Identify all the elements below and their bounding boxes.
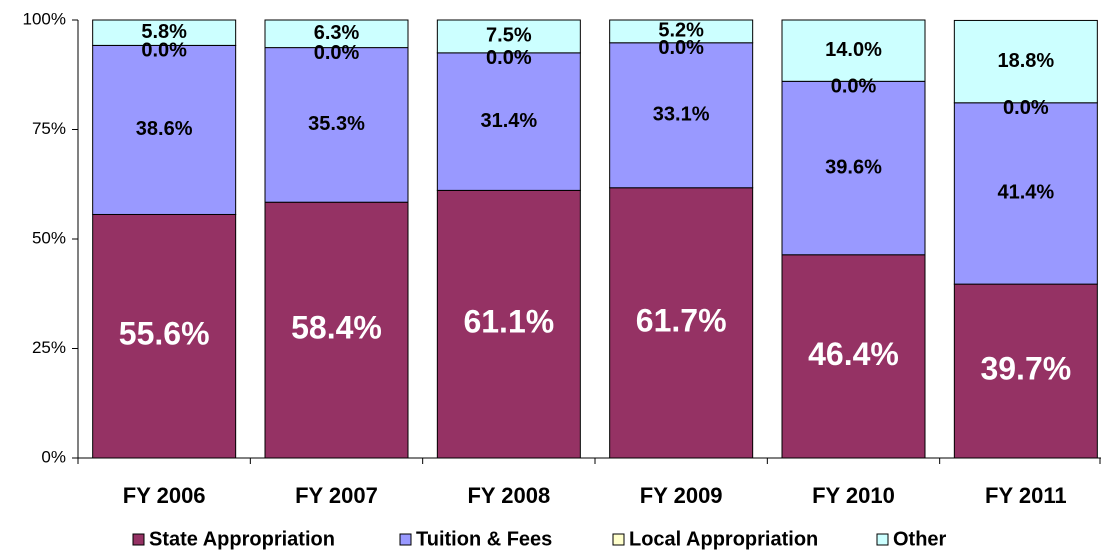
value-label: 0.0% bbox=[314, 42, 360, 64]
bar-segment bbox=[92, 213, 237, 459]
y-tick-label: 0% bbox=[41, 447, 66, 466]
bar-segment bbox=[436, 189, 581, 459]
x-tick-label: FY 2008 bbox=[467, 483, 550, 508]
x-tick-label: FY 2009 bbox=[640, 483, 723, 508]
value-label: 18.8% bbox=[997, 50, 1054, 72]
value-label: 38.6% bbox=[136, 118, 193, 140]
value-label: 41.4% bbox=[997, 182, 1054, 204]
bar-segment bbox=[92, 19, 237, 46]
value-label: 0.0% bbox=[486, 47, 532, 69]
legend-label: Local Appropriation bbox=[629, 528, 818, 550]
bar-segment bbox=[264, 201, 409, 459]
bar-segment bbox=[609, 19, 754, 44]
legend-label: Tuition & Fees bbox=[416, 528, 552, 550]
y-tick-label: 75% bbox=[32, 119, 66, 138]
value-label: 7.5% bbox=[486, 25, 532, 47]
value-label: 39.6% bbox=[825, 156, 882, 178]
bar-segment bbox=[436, 19, 581, 54]
value-label: 31.4% bbox=[480, 110, 537, 132]
x-tick-label: FY 2010 bbox=[812, 483, 895, 508]
bar-segment bbox=[436, 52, 581, 191]
x-tick-label: FY 2011 bbox=[985, 483, 1067, 508]
legend-label: Other bbox=[893, 528, 947, 550]
value-label: 61.1% bbox=[463, 304, 554, 340]
bar-segment bbox=[953, 19, 1098, 104]
value-label: 46.4% bbox=[808, 336, 899, 372]
legend-label: State Appropriation bbox=[149, 528, 335, 550]
value-label: 6.3% bbox=[314, 22, 360, 44]
value-label: 39.7% bbox=[980, 351, 1071, 387]
value-label: 0.0% bbox=[1003, 97, 1049, 119]
bar-segment bbox=[609, 42, 754, 189]
bar-segment bbox=[264, 19, 409, 49]
value-label: 0.0% bbox=[658, 37, 704, 59]
value-label: 55.6% bbox=[119, 316, 210, 352]
x-tick-label: FY 2007 bbox=[295, 483, 378, 508]
bar-segment bbox=[92, 44, 237, 215]
legend-swatch bbox=[876, 533, 889, 546]
value-label: 14.0% bbox=[825, 39, 882, 61]
legend-swatch bbox=[399, 533, 412, 546]
y-tick-label: 25% bbox=[32, 338, 66, 357]
x-tick-label: FY 2006 bbox=[123, 483, 206, 508]
y-tick-label: 50% bbox=[32, 228, 66, 247]
value-label: 33.1% bbox=[653, 104, 710, 126]
legend-swatch bbox=[132, 533, 145, 546]
bar-segment bbox=[264, 47, 409, 203]
legend-swatch bbox=[612, 533, 625, 546]
bar-segment bbox=[781, 19, 926, 82]
bar-segment bbox=[953, 283, 1098, 459]
bar-segment bbox=[953, 102, 1098, 285]
value-label: 0.0% bbox=[141, 40, 187, 62]
y-tick-label: 100% bbox=[23, 9, 66, 28]
bar-segment bbox=[609, 187, 754, 459]
value-label: 58.4% bbox=[291, 310, 382, 346]
value-label: 0.0% bbox=[831, 76, 877, 98]
value-label: 5.2% bbox=[658, 20, 704, 42]
value-label: 5.8% bbox=[141, 21, 187, 43]
value-label: 35.3% bbox=[308, 113, 365, 135]
value-label: 61.7% bbox=[636, 302, 727, 338]
